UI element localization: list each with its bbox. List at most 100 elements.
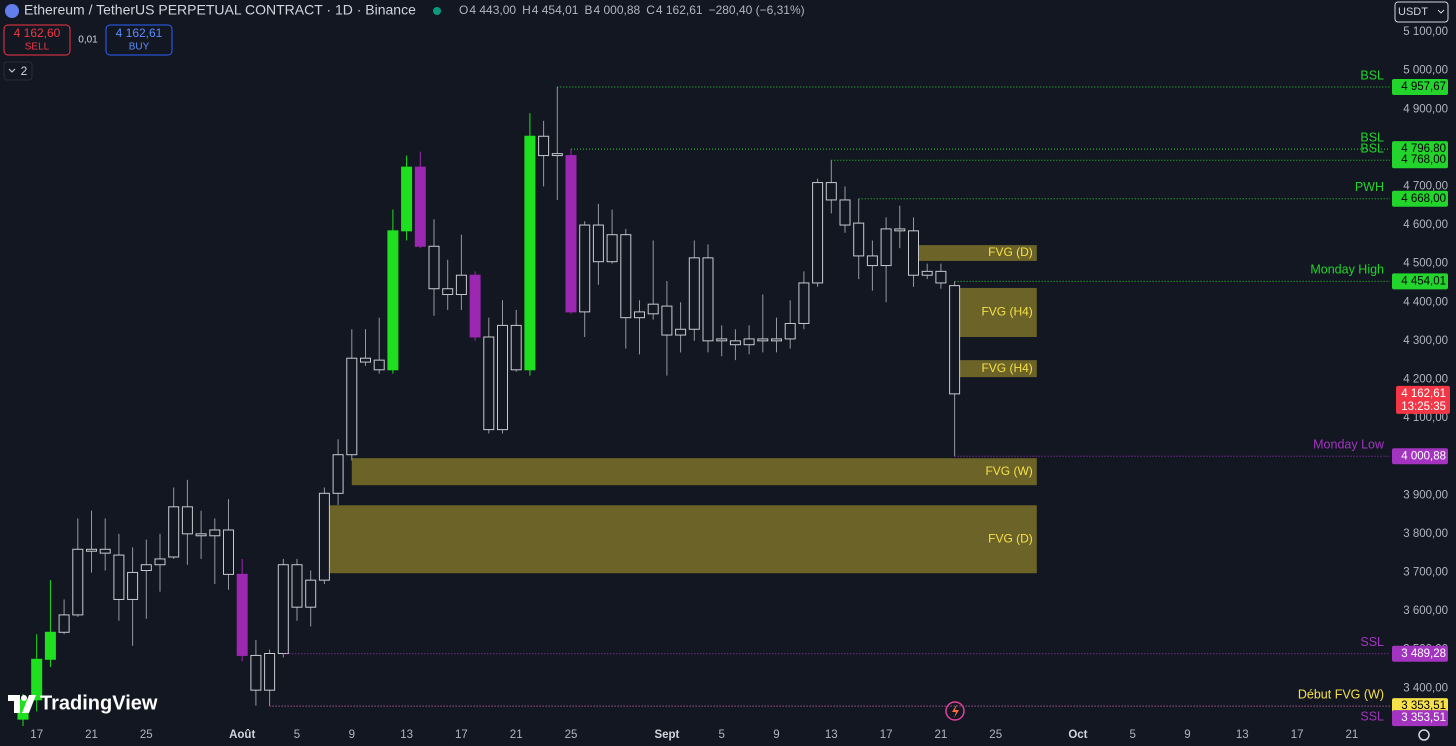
candle-body	[497, 324, 508, 431]
level-label: SSL	[1360, 635, 1384, 649]
indicators-toggle[interactable]	[3, 61, 33, 81]
candle-body	[661, 305, 673, 336]
settings-icon[interactable]	[1418, 729, 1430, 741]
sell-price: 4 162,60	[14, 26, 61, 40]
last-price-label: 4 162,61	[1401, 388, 1446, 400]
candle-body	[428, 245, 440, 290]
fvg-zone	[351, 458, 1037, 486]
chevron	[8, 68, 16, 73]
y-tick-label: 3 600,00	[1403, 605, 1448, 617]
sell-button[interactable]	[3, 24, 71, 56]
candle-body	[565, 155, 577, 313]
y-tick-label: 4 400,00	[1403, 296, 1448, 308]
candle-body	[935, 270, 947, 284]
level-tag-label: 4 000,88	[1401, 450, 1446, 462]
ohlc-value: 4 000,88	[593, 3, 640, 17]
level-label: Début FVG (W)	[1298, 687, 1384, 701]
last-price-tag	[1396, 385, 1450, 414]
candle-body	[825, 182, 837, 201]
candle-body	[784, 322, 796, 340]
candle-body	[688, 257, 700, 330]
candle-body	[332, 454, 344, 494]
candle-body	[209, 529, 221, 537]
x-tick-label: 13	[825, 729, 838, 741]
spread: 0,01	[78, 35, 98, 46]
candle-body	[305, 579, 317, 608]
candle-body	[86, 548, 97, 552]
candle-body	[606, 234, 618, 263]
candle-body	[620, 234, 632, 319]
x-tick-label: 25	[140, 729, 153, 741]
alert-bolt	[952, 704, 959, 718]
plot-area: FVG (D) FVG (H4) FVG (H4) FVG (W) FVG (D)	[17, 86, 1390, 726]
fvg-label: FVG (D)	[988, 245, 1033, 259]
fvg-zone	[954, 287, 1037, 337]
y-tick-label: 4 100,00	[1403, 412, 1448, 424]
level-tag-label: 3 353,51	[1401, 700, 1446, 712]
candle-body	[647, 303, 659, 315]
y-tick-label: 4 600,00	[1403, 219, 1448, 231]
y-tick-label: 3 400,00	[1403, 682, 1448, 694]
indicators-count: 2	[21, 64, 28, 78]
fvg-zone	[913, 245, 1037, 261]
buy-button[interactable]	[105, 24, 173, 56]
candle-body	[414, 166, 426, 247]
price-axis: 3 400,003 500,003 600,003 700,003 800,00…	[1390, 0, 1456, 746]
ohlc-key: B	[584, 3, 592, 17]
x-tick-label: 21	[935, 729, 948, 741]
currency: USDT	[1398, 6, 1428, 18]
candle-body	[455, 274, 467, 296]
candle-body	[716, 338, 728, 342]
fvg-label: FVG (H4)	[981, 361, 1032, 375]
fvg-zone	[954, 360, 1037, 378]
candle-body	[44, 631, 56, 660]
x-tick-label: 21	[1346, 729, 1359, 741]
level-tag-label: 3 489,28	[1401, 648, 1446, 660]
candle-body	[866, 255, 878, 267]
candle-body	[223, 529, 234, 575]
ohlc-value: 4 162,61	[656, 3, 703, 17]
x-tick-label: 21	[510, 729, 523, 741]
candle-body	[401, 166, 413, 232]
x-tick-label: 5	[1129, 729, 1135, 741]
y-tick-label: 4 200,00	[1403, 373, 1448, 385]
level-label: BSL	[1360, 130, 1384, 144]
candle-body	[921, 270, 933, 276]
candle-body	[538, 135, 550, 157]
candle-body	[880, 228, 892, 267]
candle-body	[113, 554, 125, 600]
fvg-zone	[324, 505, 1037, 574]
x-tick-label: 13	[1236, 729, 1249, 741]
candle-body	[99, 548, 111, 554]
candle-body	[702, 257, 714, 342]
currency-button[interactable]	[1394, 1, 1449, 23]
candle-body	[524, 135, 536, 371]
ohlc-change: −280,40 (−6,31%)	[709, 3, 805, 17]
level-label: BSL	[1360, 68, 1384, 82]
logo-dot	[21, 695, 27, 701]
candle-body	[195, 533, 207, 537]
level-tag-label: 4 796,80	[1401, 143, 1446, 155]
symbol-icon	[5, 4, 19, 18]
candle-body	[127, 571, 139, 600]
candle-body	[72, 548, 84, 616]
x-tick-label: 5	[718, 729, 724, 741]
fvg-label: FVG (D)	[988, 531, 1033, 545]
countdown: 13:25:35	[1401, 401, 1446, 413]
alert-icon[interactable]	[945, 701, 965, 721]
candle-body	[442, 288, 454, 296]
candle-body	[949, 285, 961, 395]
candle-body	[798, 282, 810, 324]
ohlc-value: 4 443,00	[469, 3, 516, 17]
symbol-title[interactable]: Ethereum / TetherUS PERPETUAL CONTRACT ·…	[24, 2, 416, 18]
candle-body	[579, 224, 591, 313]
candle-body	[140, 564, 152, 572]
x-tick-label: 9	[773, 729, 779, 741]
candle-body	[250, 654, 262, 691]
level-tag	[1392, 448, 1448, 465]
x-tick-label: Sept	[654, 729, 679, 741]
logo: TradingView	[8, 692, 158, 714]
